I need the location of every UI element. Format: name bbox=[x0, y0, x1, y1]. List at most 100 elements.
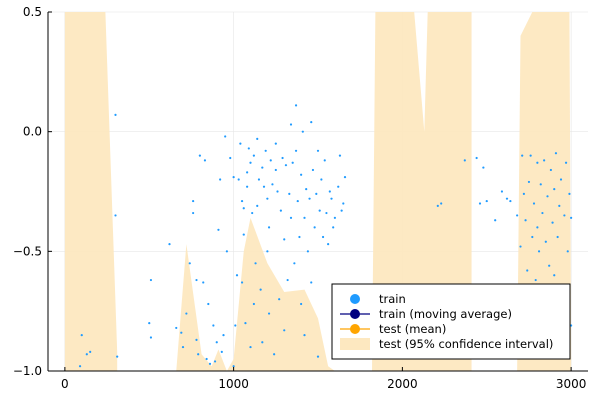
train-point-6 bbox=[116, 355, 119, 358]
y-tick-label-3: 0.5 bbox=[23, 5, 42, 19]
train-point-143 bbox=[532, 202, 536, 205]
train-point-1 bbox=[80, 334, 83, 337]
train-point-113 bbox=[330, 197, 333, 200]
train-point-96 bbox=[305, 188, 308, 191]
train-point-103 bbox=[315, 192, 318, 195]
legend-item-3: test (95% confidence interval) bbox=[340, 337, 553, 351]
train-point-124 bbox=[440, 202, 443, 205]
train-point-61 bbox=[261, 166, 264, 169]
train-point-89 bbox=[296, 199, 299, 203]
train-point-74 bbox=[276, 190, 279, 193]
train-point-148 bbox=[539, 183, 542, 186]
train-point-94 bbox=[303, 216, 306, 219]
train-point-63 bbox=[262, 185, 266, 188]
train-point-30 bbox=[217, 228, 220, 231]
train-point-125 bbox=[463, 159, 466, 162]
train-point-119 bbox=[342, 202, 345, 205]
legend-label-0: train bbox=[379, 292, 406, 306]
train-point-49 bbox=[246, 185, 249, 188]
train-point-126 bbox=[475, 156, 478, 160]
train-point-0 bbox=[78, 365, 82, 368]
train-point-116 bbox=[337, 185, 340, 188]
train-point-51 bbox=[249, 161, 252, 164]
train-point-129 bbox=[485, 199, 488, 203]
train-point-87 bbox=[294, 104, 298, 107]
train-point-146 bbox=[536, 226, 539, 229]
train-point-154 bbox=[549, 168, 552, 172]
train-point-48 bbox=[246, 171, 249, 174]
train-point-104 bbox=[316, 149, 320, 152]
train-point-97 bbox=[306, 250, 309, 253]
train-point-68 bbox=[267, 312, 271, 315]
train-point-44 bbox=[240, 281, 244, 284]
legend-marker-2 bbox=[350, 324, 360, 334]
train-point-5 bbox=[114, 214, 117, 217]
train-point-82 bbox=[288, 192, 291, 195]
train-point-80 bbox=[284, 164, 288, 167]
train-point-140 bbox=[527, 180, 531, 184]
train-point-11 bbox=[175, 326, 178, 330]
legend-item-1: train (moving average) bbox=[340, 307, 512, 321]
train-point-133 bbox=[509, 199, 512, 203]
train-point-17 bbox=[192, 211, 195, 215]
train-point-37 bbox=[232, 176, 235, 179]
train-point-29 bbox=[215, 341, 218, 344]
train-point-159 bbox=[556, 235, 559, 239]
train-point-153 bbox=[548, 264, 551, 267]
train-point-27 bbox=[212, 324, 215, 327]
train-point-18 bbox=[195, 278, 198, 282]
y-tick-label-1: −0.5 bbox=[13, 244, 42, 258]
train-point-57 bbox=[256, 137, 259, 140]
train-point-117 bbox=[338, 154, 342, 157]
train-point-45 bbox=[242, 233, 245, 236]
train-point-59 bbox=[257, 178, 261, 181]
legend-item-2: test (mean) bbox=[340, 322, 446, 336]
x-tick-label-0: 0 bbox=[61, 377, 69, 391]
train-point-76 bbox=[279, 209, 282, 212]
train-point-64 bbox=[264, 149, 267, 152]
train-point-157 bbox=[553, 188, 556, 191]
train-point-15 bbox=[188, 262, 191, 265]
train-point-164 bbox=[564, 161, 568, 164]
train-point-38 bbox=[232, 365, 235, 368]
train-point-81 bbox=[286, 278, 289, 282]
train-point-70 bbox=[271, 183, 274, 186]
train-point-165 bbox=[566, 250, 569, 253]
train-point-101 bbox=[311, 168, 315, 172]
y-tick-label-2: 0.0 bbox=[23, 125, 42, 139]
confidence-band-layer bbox=[64, 12, 572, 371]
train-point-88 bbox=[294, 149, 298, 152]
train-point-150 bbox=[543, 159, 546, 162]
legend-label-1: train (moving average) bbox=[379, 307, 512, 321]
train-point-79 bbox=[283, 329, 286, 332]
train-point-131 bbox=[500, 190, 504, 193]
train-point-156 bbox=[553, 274, 556, 277]
train-point-149 bbox=[541, 211, 544, 215]
train-point-123 bbox=[436, 204, 439, 207]
train-point-166 bbox=[568, 192, 571, 195]
train-point-65 bbox=[266, 197, 269, 200]
train-point-28 bbox=[213, 360, 217, 363]
legend-marker-1 bbox=[350, 309, 360, 319]
train-point-106 bbox=[318, 209, 321, 212]
confidence-band bbox=[64, 12, 572, 371]
train-point-60 bbox=[259, 288, 262, 291]
train-point-73 bbox=[274, 168, 277, 172]
train-point-75 bbox=[278, 298, 281, 301]
train-point-55 bbox=[252, 302, 255, 306]
legend-swatch-3 bbox=[340, 338, 370, 350]
train-point-72 bbox=[274, 142, 277, 145]
train-point-7 bbox=[148, 322, 151, 325]
x-tick-label-2: 2000 bbox=[387, 377, 418, 391]
train-point-40 bbox=[235, 274, 239, 277]
train-point-167 bbox=[570, 324, 573, 327]
train-point-110 bbox=[325, 211, 328, 215]
train-point-78 bbox=[283, 238, 286, 241]
train-point-24 bbox=[205, 357, 208, 361]
train-point-107 bbox=[320, 178, 323, 181]
x-tick-label-1: 1000 bbox=[218, 377, 249, 391]
train-point-147 bbox=[537, 250, 541, 253]
axis-layer: 0 1000 2000 3000 −1.0 −0.5 0.0 0.5 bbox=[13, 5, 588, 391]
